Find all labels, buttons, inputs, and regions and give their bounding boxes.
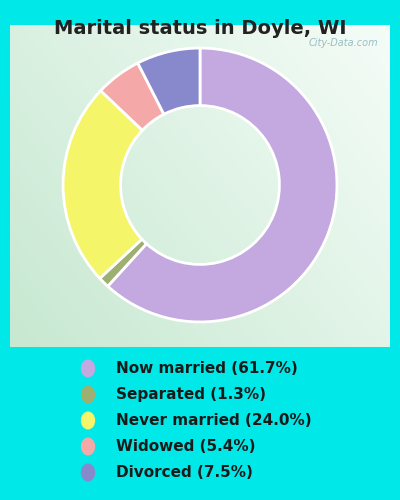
Text: Now married (61.7%): Now married (61.7%) bbox=[116, 361, 298, 376]
Text: Never married (24.0%): Never married (24.0%) bbox=[116, 413, 312, 428]
Wedge shape bbox=[63, 90, 142, 278]
Wedge shape bbox=[108, 48, 337, 322]
Wedge shape bbox=[100, 239, 146, 286]
Text: Widowed (5.4%): Widowed (5.4%) bbox=[116, 439, 256, 454]
Wedge shape bbox=[138, 48, 200, 114]
Text: Marital status in Doyle, WI: Marital status in Doyle, WI bbox=[54, 19, 346, 38]
Text: City-Data.com: City-Data.com bbox=[309, 38, 378, 48]
Text: Separated (1.3%): Separated (1.3%) bbox=[116, 387, 266, 402]
Wedge shape bbox=[101, 63, 164, 130]
Text: Divorced (7.5%): Divorced (7.5%) bbox=[116, 465, 253, 480]
